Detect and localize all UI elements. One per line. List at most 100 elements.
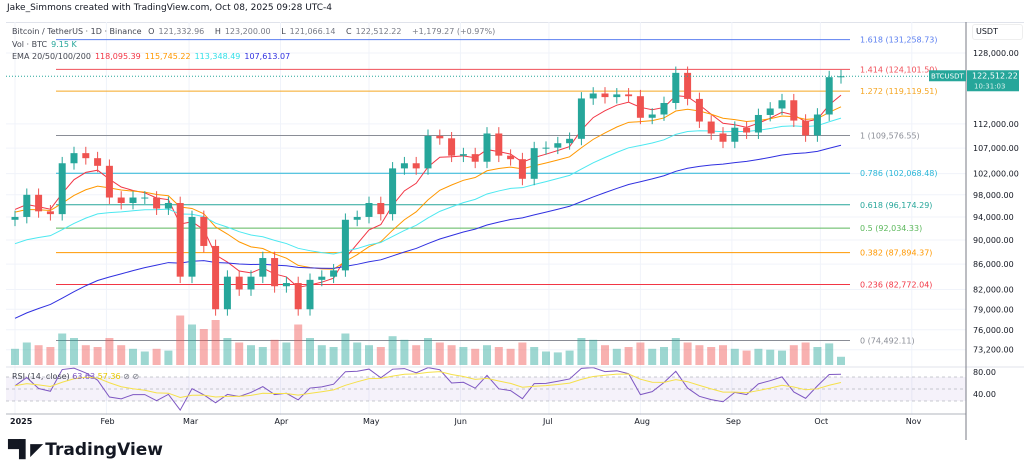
volume-bar [601, 345, 609, 365]
currency-button[interactable]: USDT [972, 24, 1023, 40]
low-label: L [281, 27, 286, 36]
volume-bar [105, 338, 114, 365]
candle-body [601, 93, 609, 98]
price-tick-label: 76,000.00 [973, 326, 1014, 335]
rsi-line [14, 367, 842, 412]
ema100-value: 113,348.49 [194, 52, 241, 61]
high-value: 123,200.00 [224, 27, 271, 36]
price-tick-label: 82,000.00 [973, 285, 1014, 294]
volume-bar [683, 342, 692, 365]
candle-body [636, 96, 644, 118]
candle-body [129, 197, 137, 204]
candle-body [483, 133, 491, 162]
volume-bar [494, 347, 503, 365]
volume-label[interactable]: Vol · BTC [12, 39, 48, 49]
time-tick-label: Nov [906, 417, 922, 426]
candle-body [766, 108, 774, 115]
candle-body [825, 77, 833, 115]
volume-bar [294, 324, 303, 365]
candle-body [46, 211, 54, 215]
candle-body [164, 203, 172, 209]
hide-icon[interactable]: ⊘ ⊘ [123, 372, 140, 381]
volume-bar [11, 348, 19, 365]
volume-bar [199, 329, 208, 365]
close-label: C [346, 27, 352, 36]
candle-body [94, 158, 102, 166]
countdown-value: 10:31:03 [974, 82, 1005, 90]
candle-body [353, 216, 361, 220]
volume-bar [353, 342, 362, 365]
candle-body [754, 114, 762, 133]
open-value: 121,332.96 [158, 27, 205, 36]
price-tick-label: 107,000.00 [973, 144, 1019, 153]
rsi-legend: RSI (14, close) 63.63 57.36 ⊘ ⊘ [12, 372, 139, 381]
price-tick-label: 112,000.00 [973, 120, 1019, 129]
fib-label: 1 (109,576.55) [860, 132, 920, 141]
candle-body [400, 163, 408, 169]
candle-body [70, 153, 78, 164]
volume-bar [530, 347, 539, 365]
volume-bar [553, 352, 562, 365]
price-tick-label: 128,000.00 [973, 49, 1019, 58]
candle-body [341, 219, 349, 271]
candle-body [176, 203, 184, 277]
candle-body [200, 216, 208, 246]
volume-bar [754, 348, 763, 365]
fib-label: 0.786 (102,068.48) [860, 169, 938, 178]
volume-bar [636, 342, 645, 365]
volume-bar [742, 350, 751, 365]
ticker-label: BTCUSDT [931, 72, 965, 80]
volume-bar [270, 339, 279, 365]
candle-body [330, 270, 338, 277]
candle-body [11, 216, 19, 220]
time-tick-label: Oct [814, 417, 828, 426]
volume-bar [577, 338, 586, 365]
volume-bar [235, 342, 244, 365]
candle-body [259, 258, 267, 277]
fib-label: 0 (74,492.11) [860, 336, 915, 345]
volume-bar [341, 333, 350, 365]
candle-body [589, 93, 597, 99]
volume-bar [58, 333, 67, 365]
candle-body [684, 72, 692, 99]
volume-bar [81, 345, 90, 365]
candle-body [35, 194, 43, 212]
volume-bar [365, 345, 373, 365]
time-tick-label: Jul [542, 417, 553, 426]
volume-bar [140, 351, 149, 365]
change-value: +1,179.27 (+0.97%) [411, 27, 496, 36]
volume-bar [70, 338, 78, 365]
ema-label[interactable]: EMA 20/50/100/200 [12, 52, 91, 61]
volume-bar [789, 345, 798, 365]
candle-body [613, 94, 621, 98]
volume-bar [801, 342, 810, 365]
chart-frame [6, 22, 1024, 433]
price-tick-label: 90,000.00 [973, 236, 1014, 245]
candle-body [436, 135, 444, 139]
brand-name: TradingView [45, 440, 164, 460]
volume-bar [825, 343, 834, 365]
candle-body [153, 197, 161, 209]
candle-body [448, 138, 456, 156]
volume-bar [376, 347, 385, 365]
volume-bar [671, 338, 680, 365]
volume-bar [247, 345, 255, 365]
candle-body [577, 98, 585, 139]
price-chart[interactable]: 1.618 (131,258.73) 1.414 (124,101.50) 1.27… [0, 0, 1024, 440]
rsi-value: 63.63 [72, 372, 96, 381]
chart-legend: Bitcoin / TetherUS · 1D · Binance O 121,3… [12, 26, 499, 64]
symbol-title[interactable]: Bitcoin / TetherUS · 1D · Binance [12, 27, 142, 36]
candle-body [365, 203, 373, 217]
candle-body [672, 72, 680, 103]
rsi-label[interactable]: RSI (14, close) [12, 372, 70, 381]
fib-label: 0.382 (87,894.37) [860, 249, 932, 258]
candle-body [424, 135, 432, 169]
candle-body [518, 159, 526, 179]
ema200-value: 107,613.07 [244, 52, 291, 61]
volume-bar [813, 347, 822, 365]
price-tick-label: 102,000.00 [973, 170, 1019, 179]
candle-body [802, 120, 810, 136]
volume-bar [188, 324, 196, 365]
volume-bar [152, 348, 161, 365]
rsi-tick-label: 40.00 [973, 390, 996, 399]
